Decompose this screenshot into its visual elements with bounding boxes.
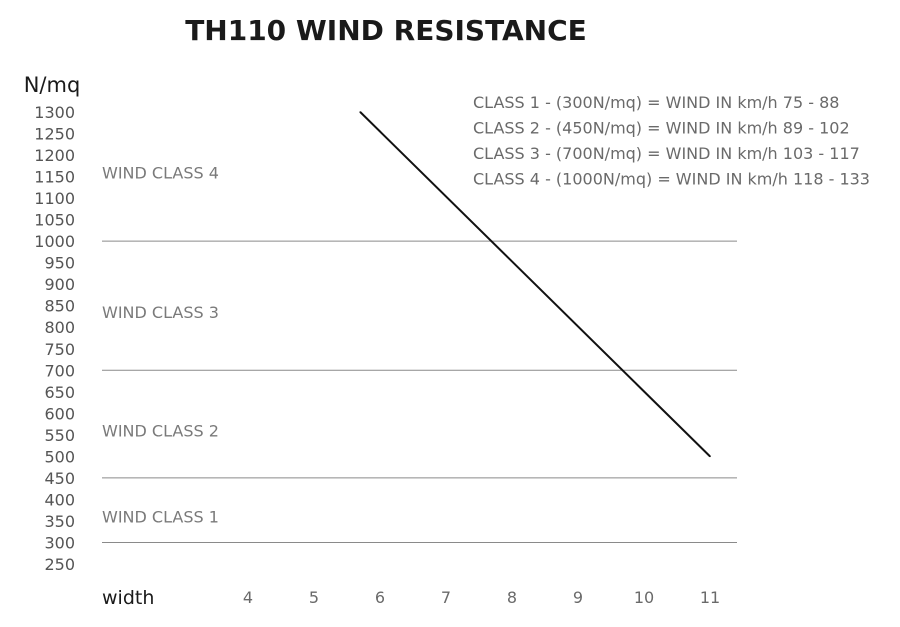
y-tick-label: 950	[44, 254, 75, 273]
annotation-line: CLASS 1 - (300N/mq) = WIND IN km/h 75 - …	[473, 93, 839, 112]
y-tick-label: 300	[44, 533, 75, 552]
y-tick-label: 350	[44, 512, 75, 531]
y-tick-label: 250	[44, 555, 75, 574]
x-tick-label: 9	[573, 588, 583, 607]
zone-label: WIND CLASS 1	[102, 508, 219, 527]
x-tick-labels: 4 5 6 7 8 9 10 11	[243, 588, 720, 607]
series-group	[359, 111, 711, 458]
chart-title: TH110 WIND RESISTANCE	[185, 14, 587, 47]
x-tick-label: 10	[634, 588, 654, 607]
y-axis-label: N/mq	[24, 73, 81, 97]
y-tick-label: 800	[44, 318, 75, 337]
zone-label: WIND CLASS 2	[102, 422, 219, 441]
data-point	[359, 111, 362, 113]
y-tick-label: 1200	[34, 146, 75, 165]
y-tick-label: 1050	[34, 211, 75, 230]
x-tick-label: 8	[507, 588, 517, 607]
y-tick-label: 1150	[34, 168, 75, 187]
y-tick-label: 1300	[34, 103, 75, 122]
series-line	[359, 111, 711, 458]
y-tick-label: 1000	[34, 232, 75, 251]
zone-label: WIND CLASS 4	[102, 163, 219, 182]
y-tick-label: 450	[44, 469, 75, 488]
y-tick-label: 850	[44, 297, 75, 316]
x-tick-label: 7	[441, 588, 451, 607]
y-tick-label: 650	[44, 383, 75, 402]
y-tick-label: 1100	[34, 189, 75, 208]
zone-label: WIND CLASS 3	[102, 303, 219, 322]
y-tick-label: 500	[44, 447, 75, 466]
threshold-lines	[102, 240, 737, 543]
annotation-line: CLASS 2 - (450N/mq) = WIND IN km/h 89 - …	[473, 119, 850, 138]
zone-labels: WIND CLASS 4 WIND CLASS 3 WIND CLASS 2 WIND…	[102, 163, 219, 526]
annotation-line: CLASS 3 - (700N/mq) = WIND IN km/h 103 -…	[473, 144, 860, 163]
y-tick-label: 900	[44, 275, 75, 294]
x-tick-label: 11	[700, 588, 720, 607]
y-tick-labels: 1300 1250 1200 1150 1100 1050 1000 950 900 850 800…	[34, 103, 75, 574]
y-tick-label: 750	[44, 340, 75, 359]
y-tick-label: 400	[44, 490, 75, 509]
x-axis-label: width	[102, 587, 154, 609]
x-tick-label: 5	[309, 588, 319, 607]
annotation-line: CLASS 4 - (1000N/mq) = WIND IN km/h 118 …	[473, 170, 870, 189]
y-tick-label: 600	[44, 404, 75, 423]
annotation-block: CLASS 1 - (300N/mq) = WIND IN km/h 75 - …	[473, 93, 870, 189]
data-point	[709, 455, 711, 458]
y-tick-label: 550	[44, 426, 75, 445]
x-tick-label: 6	[375, 588, 385, 607]
x-tick-label: 4	[243, 588, 253, 607]
y-tick-label: 1250	[34, 125, 75, 144]
y-tick-label: 700	[44, 361, 75, 380]
